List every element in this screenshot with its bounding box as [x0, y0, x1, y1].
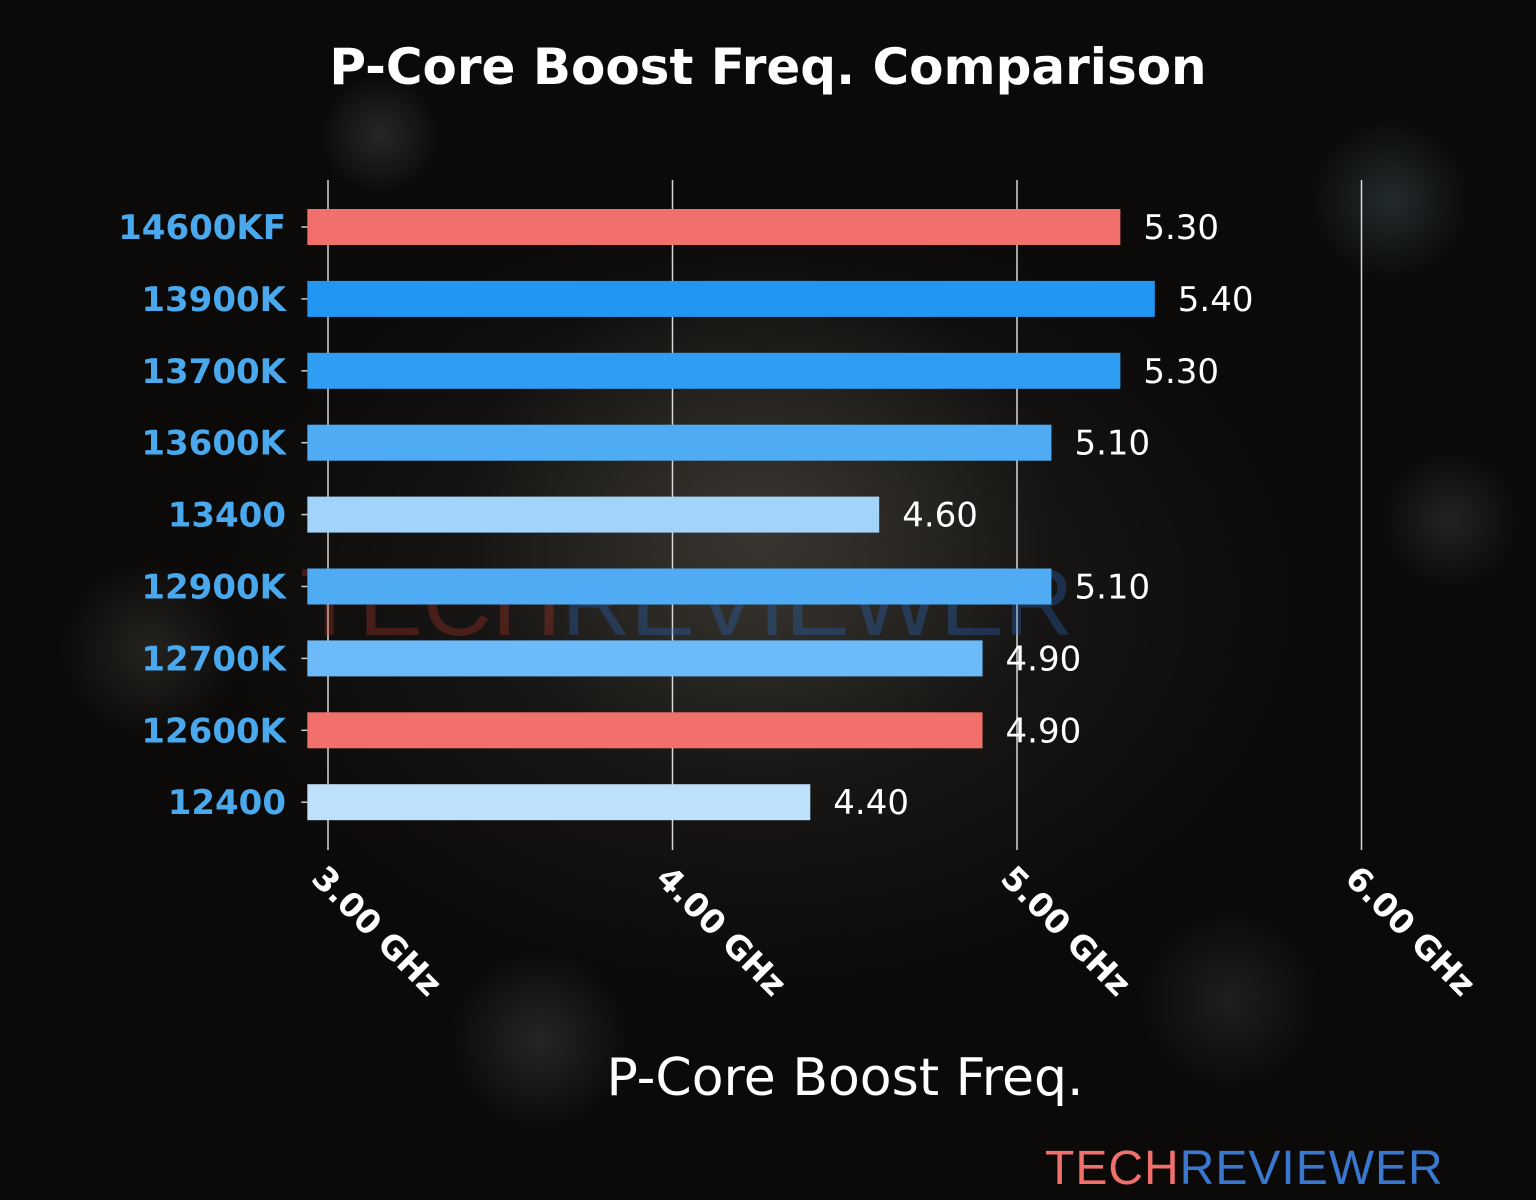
x-tick-label: 4.00 GHz	[649, 858, 795, 1004]
bar-13900K	[307, 280, 1155, 317]
bar-14600KF	[307, 209, 1121, 245]
bar-12400	[307, 784, 811, 821]
value-label: 5.40	[1178, 280, 1254, 320]
chart-title: P-Core Boost Freq. Comparison	[329, 38, 1206, 96]
category-label: 13400	[168, 496, 286, 536]
category-label: 14600KF	[118, 208, 286, 248]
category-label: 13700K	[141, 352, 287, 392]
category-label: 13900K	[141, 280, 287, 320]
value-label: 4.90	[1006, 711, 1082, 751]
value-label: 5.30	[1143, 208, 1219, 248]
x-tick-label: 6.00 GHz	[1338, 858, 1484, 1004]
value-label: 5.10	[1074, 424, 1150, 464]
x-tick-label: 3.00 GHz	[304, 858, 450, 1004]
category-label: 13600K	[141, 424, 287, 464]
value-label: 5.30	[1143, 352, 1219, 392]
value-label: 5.10	[1074, 568, 1150, 608]
bar-12700K	[307, 640, 983, 677]
value-label: 4.60	[902, 496, 978, 536]
category-label: 12400	[168, 783, 286, 823]
value-label: 4.90	[1006, 639, 1082, 679]
x-tick-label: 5.00 GHz	[993, 858, 1139, 1004]
value-label: 4.40	[833, 783, 909, 823]
bar-13400	[307, 496, 880, 533]
x-axis-label: P-Core Boost Freq.	[606, 1048, 1083, 1108]
bar-13700K	[307, 352, 1121, 389]
category-label: 12700K	[141, 639, 287, 679]
techreviewer-logo: TECHREVIEWER	[1045, 1142, 1444, 1195]
bar-12600K	[307, 712, 983, 749]
category-label: 12900K	[141, 568, 287, 608]
bar-12900K	[307, 568, 1052, 605]
category-label: 12600K	[141, 711, 287, 751]
bar-13600K	[307, 424, 1052, 461]
